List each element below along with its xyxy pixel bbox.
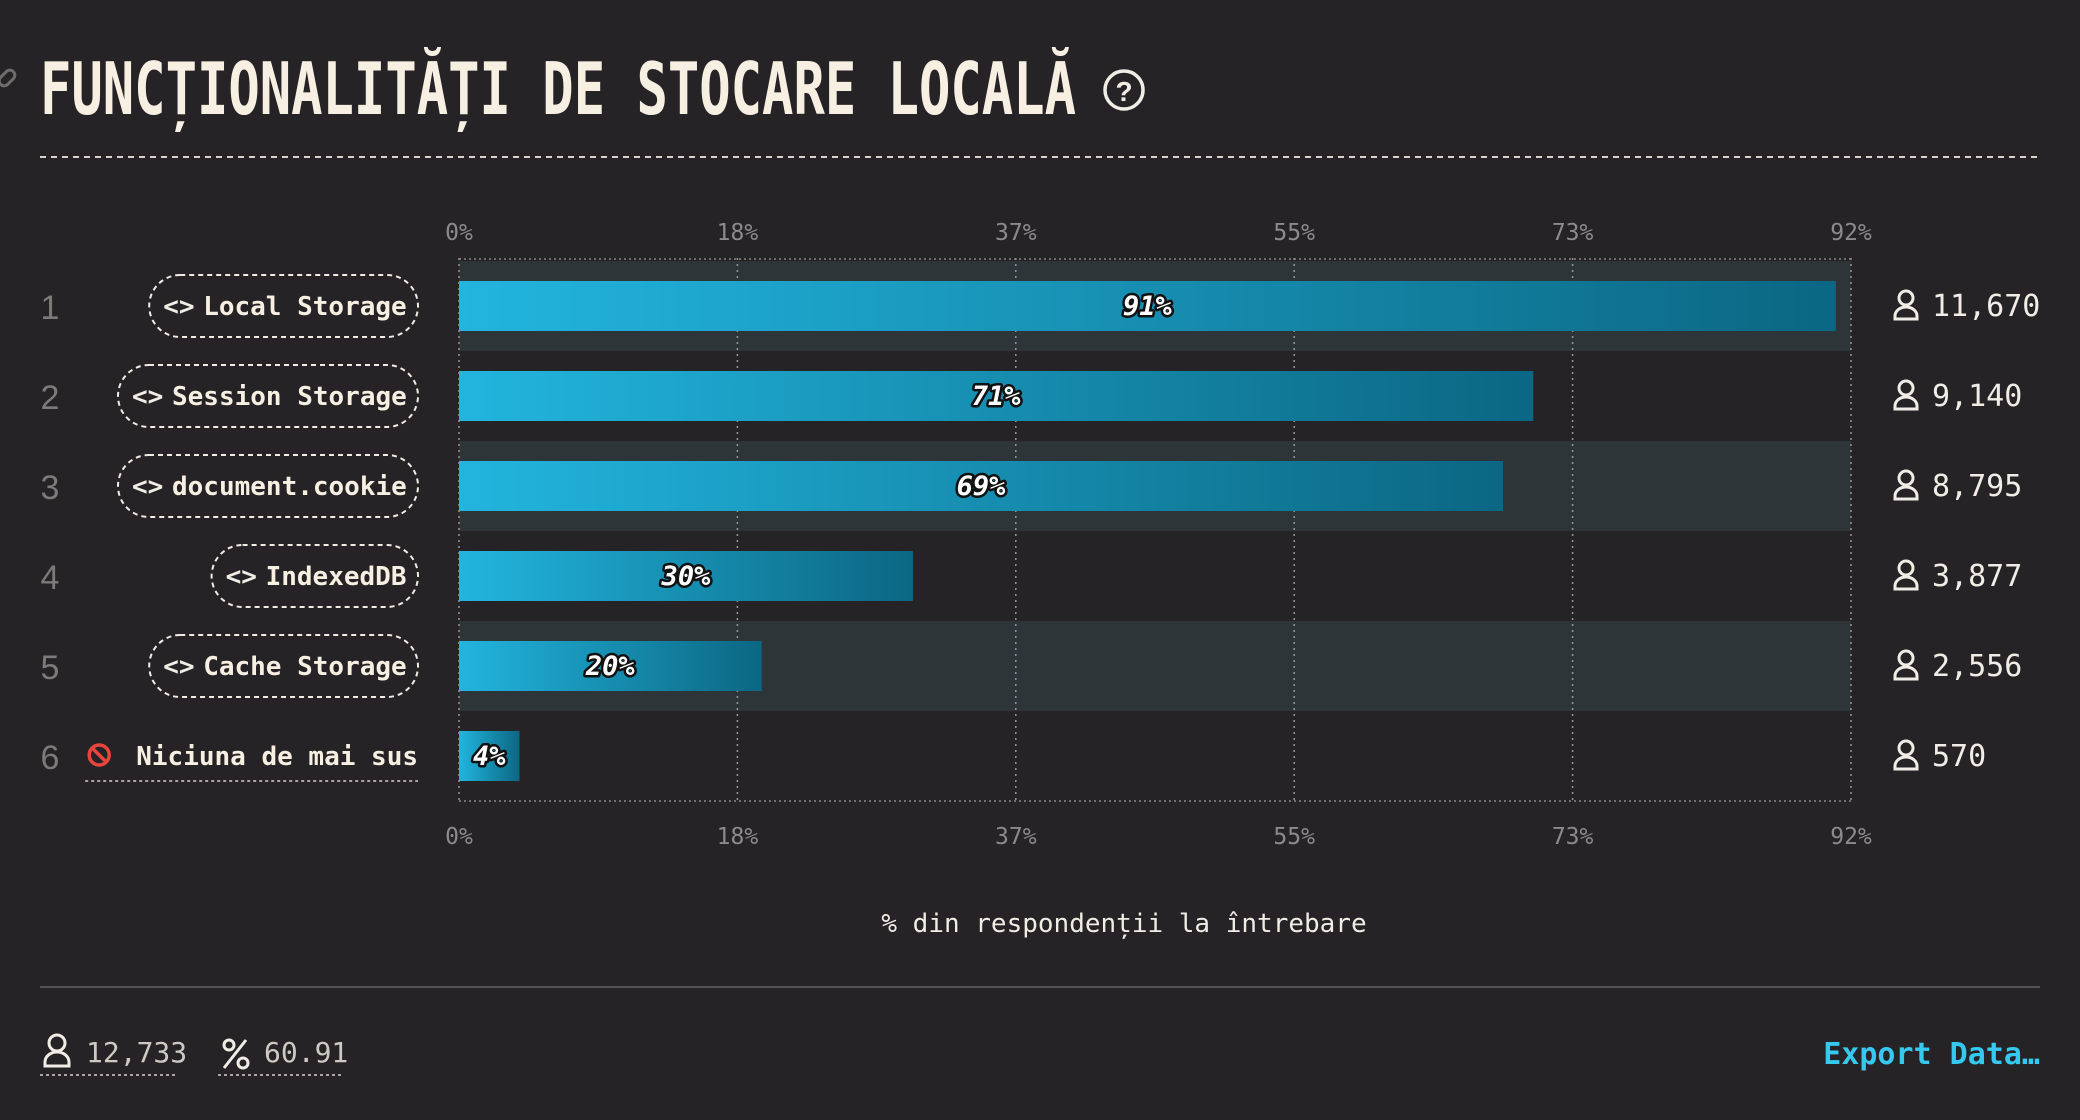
user-icon [1897, 649, 1915, 667]
rank-number: 4 [41, 559, 60, 597]
svg-text:?: ? [1115, 76, 1132, 107]
x-axis-label: % din respondenții la întrebare [881, 909, 1366, 939]
code-brackets-icon: <> [132, 382, 163, 412]
bar-value-label: 69% [957, 471, 1007, 502]
x-tick-label-top: 92% [1830, 220, 1872, 246]
user-icon [43, 1033, 71, 1068]
plot-area: 0% 0% 18% 18% 37% 37% 55% 55% 73% 73% 92% 92% 1 91% <>… [41, 220, 2041, 850]
x-tick-label-bottom: 37% [995, 824, 1037, 850]
rank-number: 3 [41, 469, 60, 507]
category-label[interactable]: document.cookie [172, 472, 407, 502]
bar-value-label: 30% [661, 561, 712, 592]
user-icon [1897, 379, 1915, 397]
user-icon [1897, 739, 1915, 757]
question-circle-icon[interactable]: ? [1103, 69, 1145, 111]
user-icon-body [1893, 575, 1919, 591]
x-tick-label-top: 18% [717, 220, 759, 246]
user-icon [1897, 469, 1915, 487]
respondent-count: 8,795 [1932, 469, 2022, 504]
respondent-count: 11,670 [1932, 289, 2040, 324]
bar-value-label: 91% [1123, 291, 1173, 322]
user-icon-body [1893, 665, 1919, 681]
bar[interactable] [459, 281, 1836, 331]
bar-value-label: 20% [585, 651, 636, 682]
user-icon [1897, 559, 1915, 577]
bar[interactable] [459, 731, 520, 781]
percent-stat: 60.91 [218, 1036, 348, 1076]
x-tick-label-top: 37% [995, 220, 1037, 246]
respondent-count: 3,877 [1932, 559, 2022, 594]
category-pill[interactable] [148, 274, 419, 338]
no-entry-icon [87, 743, 111, 767]
link-icon[interactable] [0, 68, 17, 88]
category-pill[interactable] [148, 634, 419, 698]
code-brackets-icon: <> [163, 652, 194, 682]
bar[interactable] [459, 641, 762, 691]
bar[interactable] [459, 551, 913, 601]
category-label[interactable]: Session Storage [172, 382, 407, 412]
category-pill[interactable] [117, 454, 419, 518]
bar-value-label: 4% [473, 741, 506, 772]
user-icon [1897, 289, 1915, 307]
category-label[interactable]: Niciuna de mai sus [136, 742, 418, 772]
page-title: FUNCȚIONALITĂȚI DE STOCARE LOCALĂ [40, 47, 1076, 132]
percent-icon [222, 1038, 250, 1070]
bar-value-label: 71% [972, 381, 1022, 412]
respondent-count: 9,140 [1932, 379, 2022, 414]
category-pill[interactable] [210, 544, 419, 608]
x-tick-label-bottom: 73% [1552, 824, 1594, 850]
x-tick-label-bottom: 92% [1830, 824, 1872, 850]
x-tick-label-bottom: 18% [717, 824, 759, 850]
rank-number: 2 [41, 379, 60, 417]
user-icon-body [1893, 305, 1919, 321]
category-label[interactable]: IndexedDB [266, 562, 407, 592]
code-brackets-icon: <> [163, 292, 194, 322]
export-data-link[interactable]: Export Data… [1823, 1037, 2040, 1072]
category-label[interactable]: Local Storage [203, 292, 407, 322]
bar[interactable] [459, 461, 1503, 511]
rank-number: 6 [41, 739, 60, 777]
user-icon-body [1893, 755, 1919, 771]
category-label[interactable]: Cache Storage [203, 652, 407, 682]
x-tick-label-top: 0% [445, 220, 473, 246]
no-entry-icon-slash [90, 746, 108, 764]
category-pill[interactable] [117, 364, 419, 428]
x-tick-label-bottom: 0% [445, 824, 473, 850]
user-icon-body [1893, 485, 1919, 501]
respondent-count: 2,556 [1932, 649, 2022, 684]
bar[interactable] [459, 371, 1534, 421]
rank-number: 5 [41, 649, 60, 687]
x-tick-label-top: 55% [1273, 220, 1315, 246]
x-tick-label-bottom: 55% [1273, 824, 1315, 850]
user-icon-body [1893, 395, 1919, 411]
respondent-count: 570 [1932, 739, 1986, 774]
x-tick-label-top: 73% [1552, 220, 1594, 246]
percent-value: 60.91 [264, 1036, 348, 1069]
respondents-stat: 12,733 [40, 1033, 187, 1076]
code-brackets-icon: <> [132, 472, 163, 502]
rank-number: 1 [41, 289, 60, 327]
respondents-count: 12,733 [86, 1036, 187, 1069]
code-brackets-icon: <> [226, 562, 257, 592]
